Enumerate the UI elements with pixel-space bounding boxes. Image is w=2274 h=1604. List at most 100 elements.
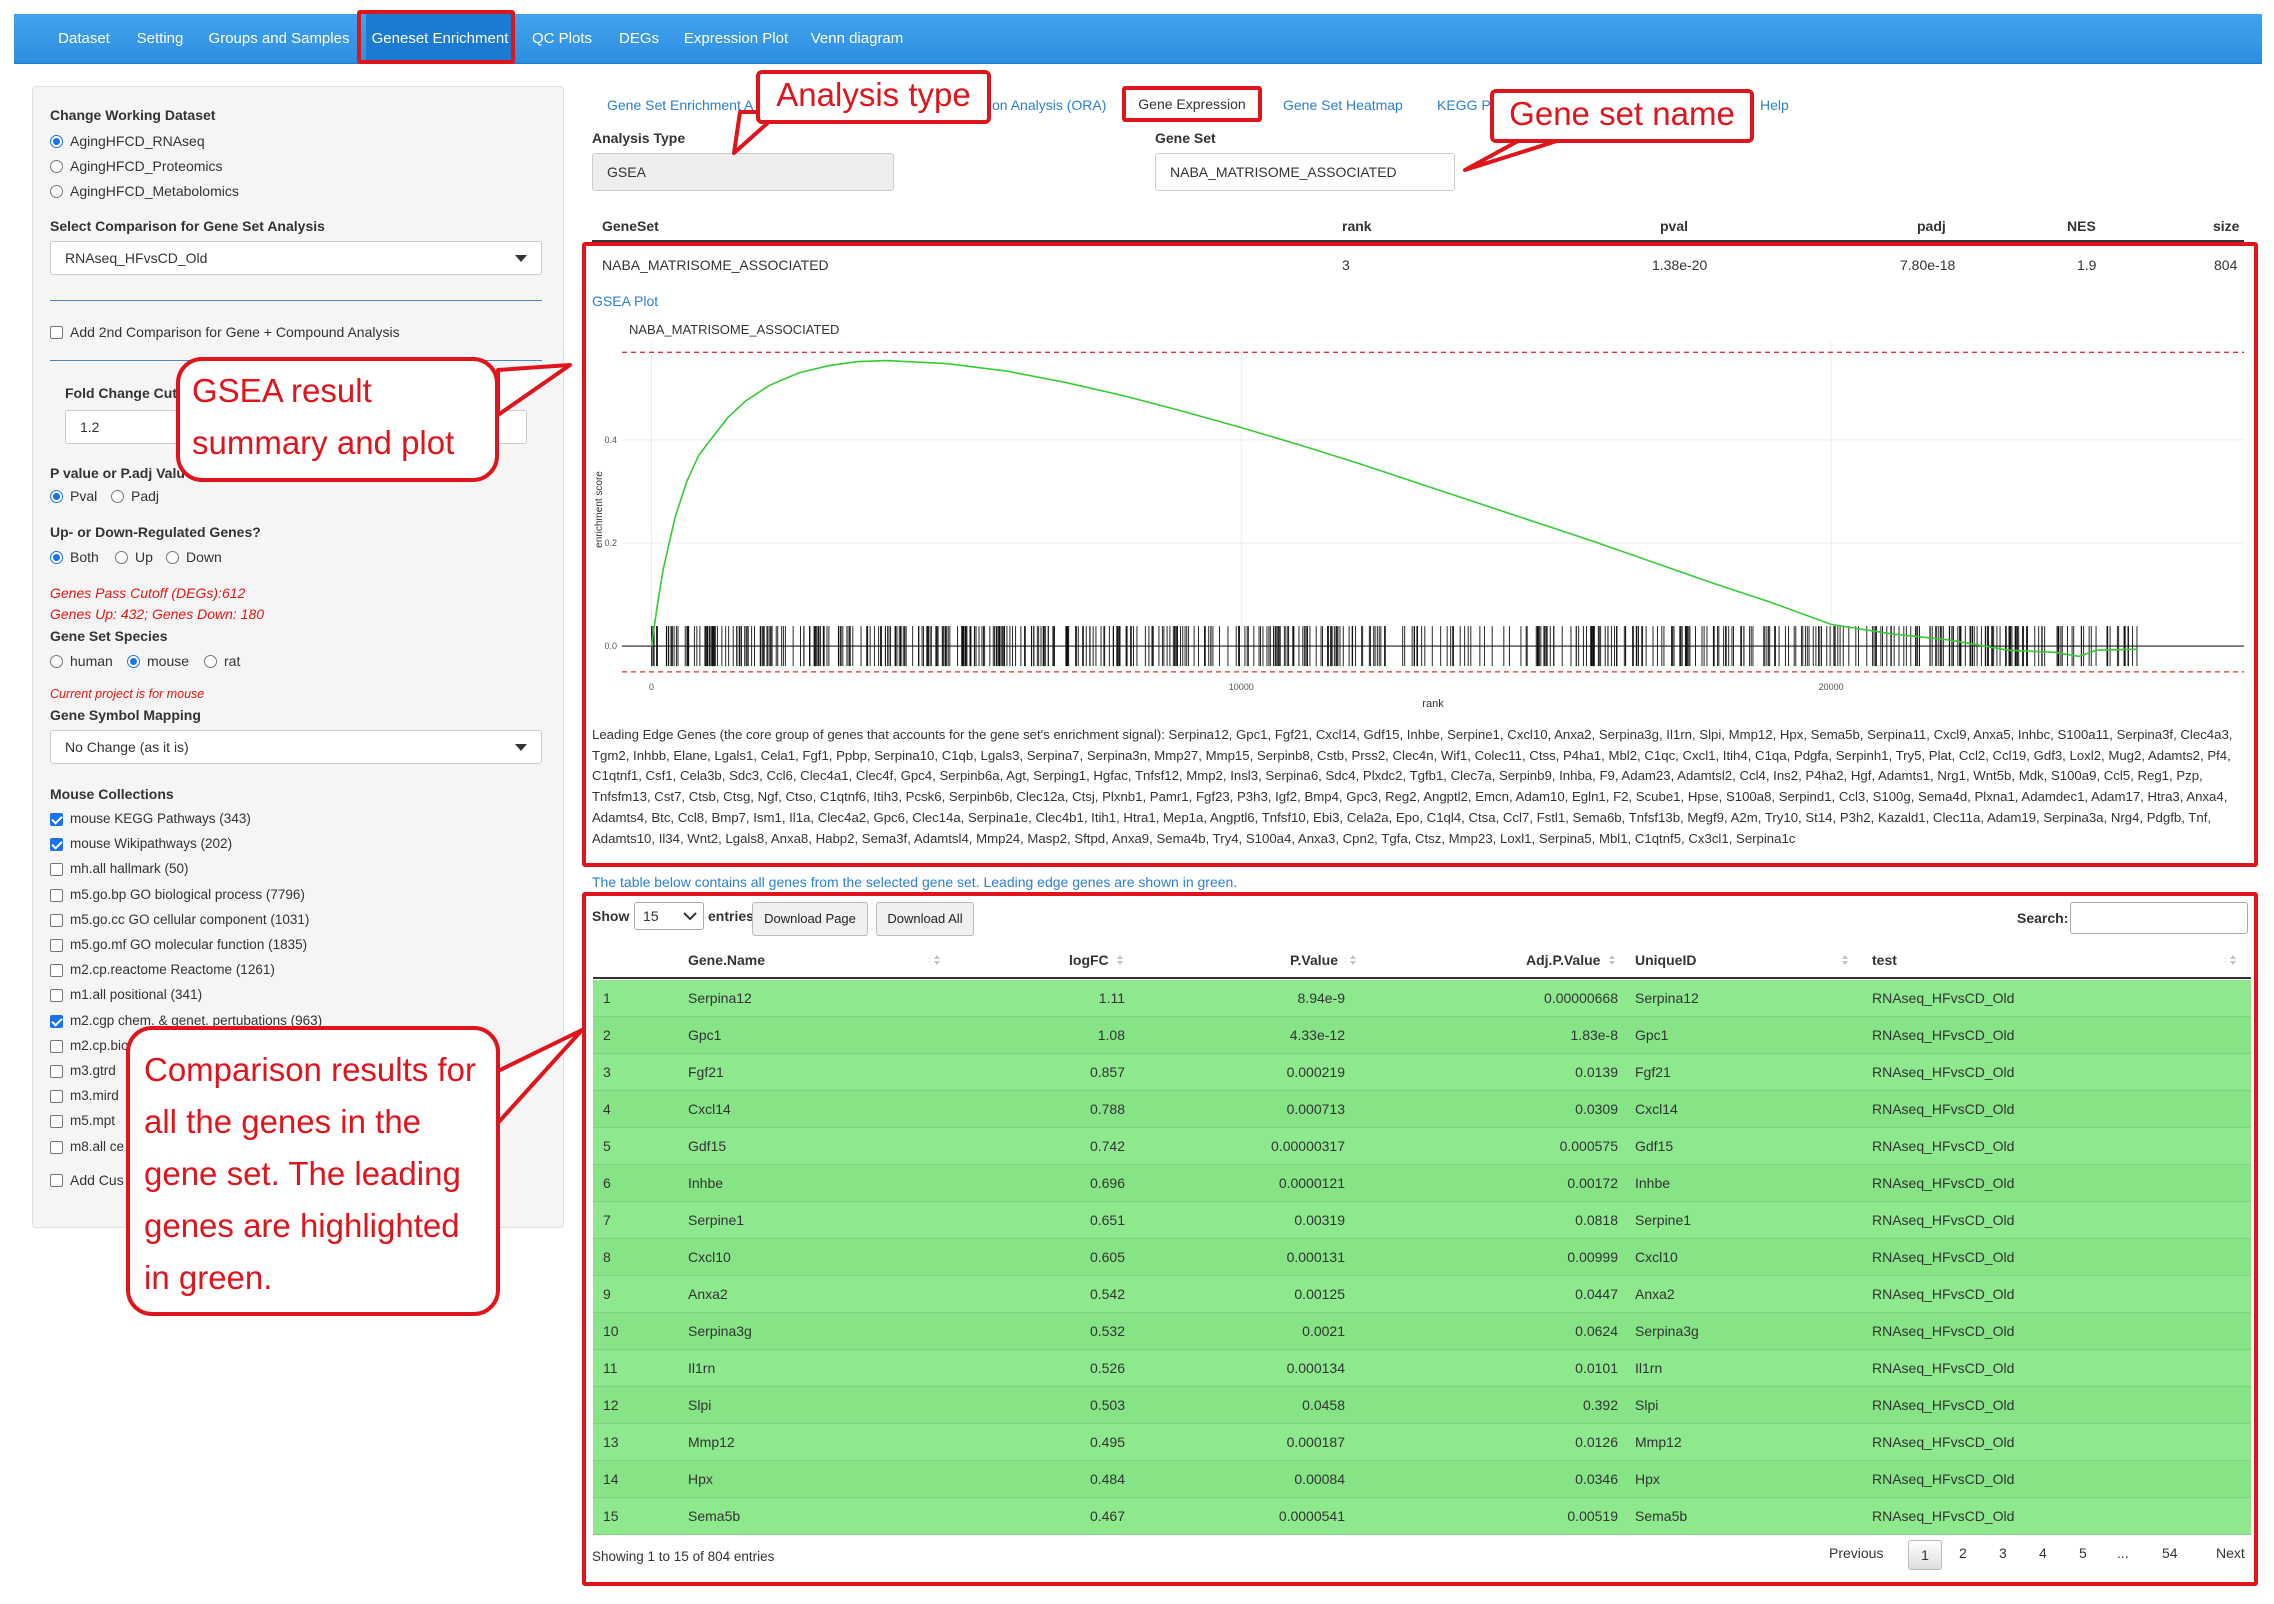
symbol-mapping-select[interactable]: No Change (as it is) xyxy=(50,730,542,764)
subtab-help[interactable]: Help xyxy=(1760,97,1789,113)
table-row[interactable]: 13 Mmp12 0.495 0.000187 0.0126 Mmp12 RNAseq_HF… xyxy=(593,1424,2251,1461)
nav-tab-dataset[interactable]: Dataset xyxy=(58,30,110,47)
pagination-next[interactable]: Next xyxy=(2216,1545,2245,1561)
table-row[interactable]: 10 Serpina3g 0.532 0.0021 0.0624 Serpina3g RNA… xyxy=(593,1313,2251,1350)
collection-checkbox[interactable] xyxy=(50,863,63,877)
download-all-button[interactable]: Download All xyxy=(876,902,974,936)
entries-select[interactable]: 15 xyxy=(634,902,704,930)
collection-checkbox[interactable] xyxy=(50,813,63,826)
collection-checkbox[interactable] xyxy=(50,1065,63,1078)
pagination-previous[interactable]: Previous xyxy=(1829,1545,1884,1561)
nav-tab-degs[interactable]: DEGs xyxy=(618,30,660,47)
gene-set-field[interactable]: NABA_MATRISOME_ASSOCIATED xyxy=(1155,153,1455,191)
collection-checkbox[interactable] xyxy=(50,888,63,902)
table-row[interactable]: 11 Il1rn 0.526 0.000134 0.0101 Il1rn RNAseq_HF… xyxy=(593,1350,2251,1387)
dataset-radio-proteomics[interactable] xyxy=(50,160,63,173)
collection-checkbox[interactable] xyxy=(50,1014,63,1028)
pagination-page[interactable]: 4 xyxy=(2039,1545,2047,1561)
sort-icon xyxy=(2230,955,2236,965)
table-row[interactable]: 2 Gpc1 1.08 4.33e-12 1.83e-8 Gpc1 RNAseq_HFvsC… xyxy=(593,1017,2251,1054)
collection-checkbox[interactable] xyxy=(50,1140,63,1154)
table-cell: Inhbe xyxy=(1635,1175,1671,1191)
table-row[interactable]: 12 Slpi 0.503 0.0458 0.392 Slpi RNAseq_HFvsCD_… xyxy=(593,1387,2251,1424)
table-row[interactable]: 6 Inhbe 0.696 0.0000121 0.00172 Inhbe RNAseq_H… xyxy=(593,1165,2251,1202)
chart-title: NABA_MATRISOME_ASSOCIATED xyxy=(629,322,839,337)
up-radio[interactable] xyxy=(115,551,128,564)
dataset-radio-rnaseq[interactable] xyxy=(50,135,63,148)
col-header-uniqueid[interactable]: UniqueID xyxy=(1635,952,1697,968)
col-header-pvalue[interactable]: P.Value xyxy=(1290,952,1339,968)
subtab-gene-expression[interactable]: Gene Expression xyxy=(1122,86,1262,122)
both-radio[interactable] xyxy=(50,551,63,564)
add-custom-checkbox[interactable] xyxy=(50,1174,63,1187)
table-row[interactable]: 15 Sema5b 0.467 0.0000541 0.00519 Sema5b RNAse… xyxy=(593,1498,2251,1535)
table-cell: 0.0818 xyxy=(1575,1212,1618,1228)
download-page-button[interactable]: Download Page xyxy=(752,902,868,936)
subtab-gene-set-enrichment[interactable]: Gene Set Enrichment A xyxy=(607,97,754,113)
collection-checkbox[interactable] xyxy=(50,964,63,978)
collection-checkbox[interactable] xyxy=(50,1039,63,1053)
col-header-gene-name[interactable]: Gene.Name xyxy=(688,952,766,968)
nav-tab-expression-plot[interactable]: Expression Plot xyxy=(683,30,789,47)
nav-tab-qc-plots[interactable]: QC Plots xyxy=(531,30,593,47)
collection-label: m2.cp.bio xyxy=(70,1037,129,1053)
nav-tab-venn-diagram[interactable]: Venn diagram xyxy=(810,30,904,47)
pagination-page[interactable]: 5 xyxy=(2079,1545,2087,1561)
table-row[interactable]: 8 Cxcl10 0.605 0.000131 0.00999 Cxcl10 RNAseq_… xyxy=(593,1239,2251,1276)
collection-checkbox[interactable] xyxy=(50,1115,63,1129)
table-cell: 0.000131 xyxy=(1286,1249,1345,1265)
table-cell: Fgf21 xyxy=(1635,1064,1671,1080)
collection-checkbox[interactable] xyxy=(50,939,63,952)
show-label: Show xyxy=(592,908,630,924)
pagination-page[interactable]: 1 xyxy=(1908,1540,1942,1570)
rat-radio[interactable] xyxy=(204,655,217,668)
second-comparison-checkbox[interactable] xyxy=(50,326,63,339)
human-radio[interactable] xyxy=(50,655,63,668)
pval-radio[interactable] xyxy=(50,490,63,503)
table-row[interactable]: 3 Fgf21 0.857 0.000219 0.0139 Fgf21 RNAseq_HFv… xyxy=(593,1054,2251,1091)
padj-radio[interactable] xyxy=(111,490,124,503)
pagination-page[interactable]: 54 xyxy=(2162,1545,2178,1561)
table-cell: 0.526 xyxy=(1089,1360,1125,1376)
table-row[interactable]: 7 Serpine1 0.651 0.00319 0.0818 Serpine1 RNAse… xyxy=(593,1202,2251,1239)
table-row[interactable]: 1 Serpina12 1.11 8.94e-9 0.00000668 Serpina12… xyxy=(593,980,2251,1017)
gene-set-label: Gene Set xyxy=(1155,130,1216,146)
gsea-plot-link[interactable]: GSEA Plot xyxy=(592,293,659,309)
table-row[interactable]: 14 Hpx 0.484 0.00084 0.0346 Hpx RNAseq_HFvsCD_… xyxy=(593,1461,2251,1498)
table-cell: 0.00125 xyxy=(1294,1286,1345,1302)
collection-label: m3.mird xyxy=(70,1088,119,1104)
down-radio[interactable] xyxy=(166,551,179,564)
collection-checkbox[interactable] xyxy=(50,838,63,852)
table-row[interactable]: 9 Anxa2 0.542 0.00125 0.0447 Anxa2 RNAseq_HFvs… xyxy=(593,1276,2251,1313)
comparison-select[interactable]: RNAseq_HFvsCD_Old xyxy=(50,241,542,275)
nav-tab-geneset-enrichment[interactable]: Geneset Enrichment xyxy=(366,14,514,64)
collection-checkbox[interactable] xyxy=(50,989,63,1003)
dataset-radio-metabolomics[interactable] xyxy=(50,185,63,198)
nav-tab-setting[interactable]: Setting xyxy=(136,30,184,47)
table-cell: 0.0309 xyxy=(1575,1101,1618,1117)
collection-checkbox[interactable] xyxy=(50,1090,63,1104)
table-row[interactable]: 5 Gdf15 0.742 0.00000317 0.000575 Gdf15 RNAseq… xyxy=(593,1128,2251,1165)
subtab-kegg[interactable]: KEGG P xyxy=(1437,97,1491,113)
col-header-adjpvalue[interactable]: Adj.P.Value xyxy=(1526,952,1601,968)
collection-label: m5.go.cc GO cellular component (1031) xyxy=(70,911,310,927)
subtab-gene-set-heatmap[interactable]: Gene Set Heatmap xyxy=(1283,97,1403,113)
table-cell: 2 xyxy=(603,1027,611,1043)
pagination-page[interactable]: 3 xyxy=(1999,1545,2007,1561)
search-input[interactable] xyxy=(2070,902,2248,934)
table-cell: Slpi xyxy=(688,1397,712,1413)
pagination-page[interactable]: 2 xyxy=(1959,1545,1967,1561)
mouse-radio[interactable] xyxy=(127,655,140,668)
gsea-enrichment-plot: NABA_MATRISOME_ASSOCIATED 0 10000 20000 0.0 0… xyxy=(594,322,2244,710)
table-cell: Il1rn xyxy=(688,1360,716,1376)
col-header-test[interactable]: test xyxy=(1872,952,1897,968)
subtab-ora[interactable]: on Analysis (ORA) xyxy=(992,97,1107,113)
collection-checkbox[interactable] xyxy=(50,913,63,927)
table-cell: 0.857 xyxy=(1089,1064,1125,1080)
col-header-logfc[interactable]: logFC xyxy=(1069,952,1109,968)
nav-tab-groups-and-samples[interactable]: Groups and Samples xyxy=(208,30,350,47)
top-navbar: Dataset Setting Groups and Samples Genes… xyxy=(14,14,2262,64)
table-row[interactable]: 4 Cxcl14 0.788 0.000713 0.0309 Cxcl14 RNAseq_H… xyxy=(593,1091,2251,1128)
y-axis-label: enrichment score xyxy=(594,471,605,548)
table-cell: 3 xyxy=(603,1064,611,1080)
